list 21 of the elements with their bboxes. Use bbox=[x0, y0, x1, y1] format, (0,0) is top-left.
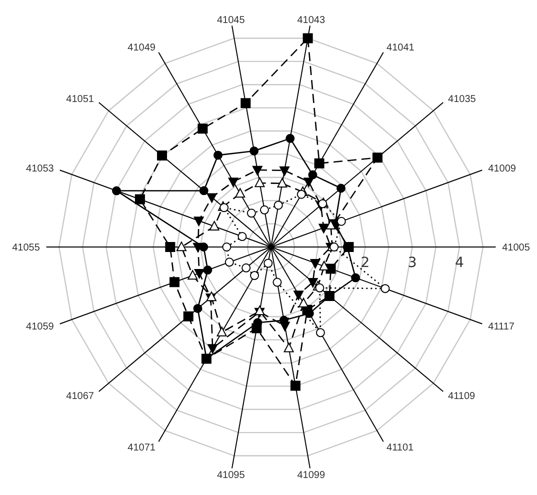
spoke-label: 41035 bbox=[448, 94, 476, 105]
spoke-label: 41009 bbox=[488, 163, 516, 174]
y-tick-label: 3 bbox=[408, 255, 417, 271]
spoke-label: 41109 bbox=[448, 391, 476, 402]
y-tick-label: 2 bbox=[360, 255, 370, 271]
spoke-label: 41059 bbox=[26, 322, 54, 333]
spoke-label: 41055 bbox=[12, 242, 40, 254]
spoke-label: 41041 bbox=[386, 42, 415, 54]
spoke-label: 41045 bbox=[216, 14, 246, 26]
spoke-label: 41071 bbox=[128, 442, 156, 454]
spoke-label: 41117 bbox=[488, 322, 515, 333]
spoke-label: 41005 bbox=[502, 242, 530, 254]
spoke-label: 41101 bbox=[386, 442, 414, 454]
spoke-label: 41051 bbox=[66, 94, 94, 105]
spoke-label: 41099 bbox=[297, 470, 326, 482]
spoke-label: 41053 bbox=[26, 163, 54, 174]
spoke-label: 41043 bbox=[297, 14, 326, 26]
y-tick-label: 4 bbox=[454, 255, 464, 271]
spoke-label: 41049 bbox=[128, 42, 156, 54]
spoke-label: 41067 bbox=[66, 391, 94, 402]
spoke-label: 41095 bbox=[216, 470, 246, 482]
